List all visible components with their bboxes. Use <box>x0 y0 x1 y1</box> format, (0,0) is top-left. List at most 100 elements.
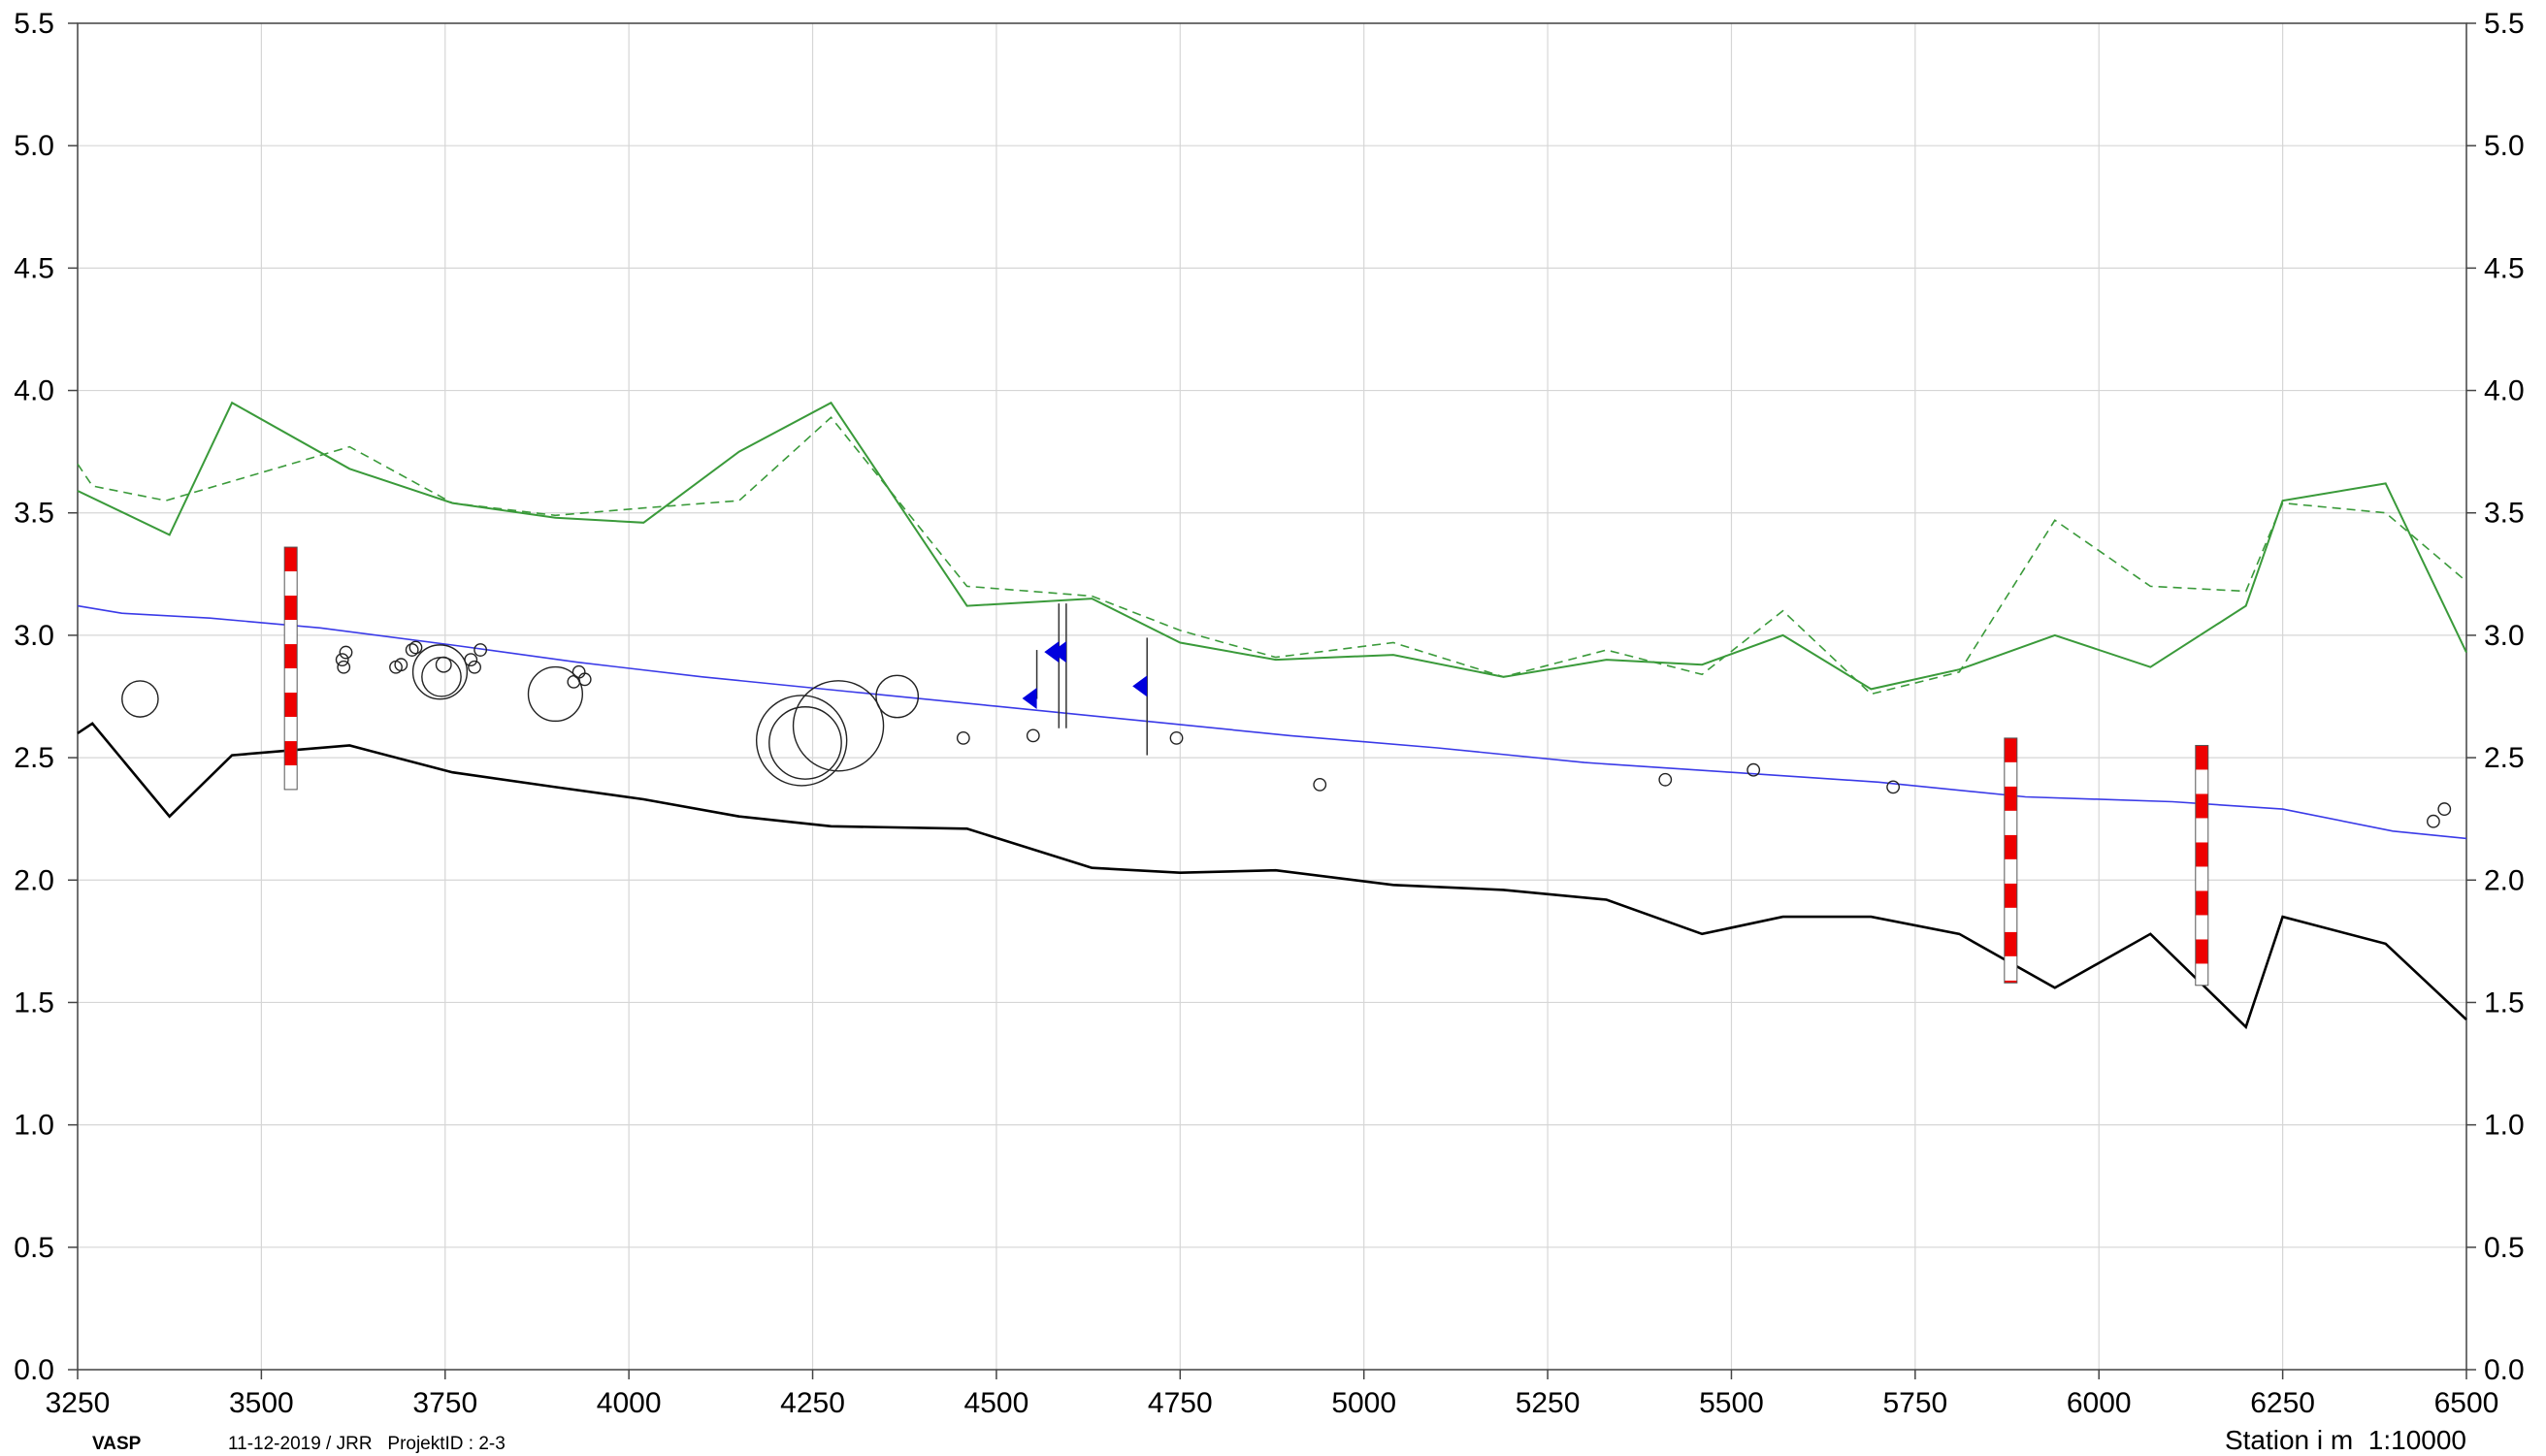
pole-outline <box>283 546 298 791</box>
survey-pole <box>2004 737 2018 984</box>
pole-segment <box>284 741 298 766</box>
pole-segment <box>2004 786 2017 811</box>
y-tick-label-left: 4.5 <box>14 252 54 284</box>
pole-segment <box>2004 834 2017 859</box>
y-tick-label-right: 2.0 <box>2484 864 2525 896</box>
pole-segment <box>2195 915 2208 940</box>
pole-segment <box>2195 818 2208 843</box>
scale-label: Station i m 1:10000 <box>2225 1425 2466 1455</box>
y-tick-label-right: 0.5 <box>2484 1232 2525 1264</box>
circle-marker <box>435 656 452 673</box>
y-tick-label-left: 0.0 <box>14 1354 54 1386</box>
pole-segment <box>284 668 298 694</box>
circle-marker <box>405 643 419 657</box>
x-tick-label: 5500 <box>1699 1387 1764 1419</box>
y-tick-label-left: 3.5 <box>14 498 54 530</box>
pole-segment <box>2195 939 2208 964</box>
pole-outline <box>2004 737 2018 984</box>
circle-marker <box>755 695 848 787</box>
x-tick-label: 3250 <box>46 1387 111 1419</box>
pole-segment <box>284 693 298 718</box>
y-tick-label-left: 3.0 <box>14 620 54 652</box>
circle-marker <box>1169 731 1184 745</box>
pole-segment <box>284 717 298 742</box>
pole-segment <box>2195 842 2208 867</box>
y-tick-label-right: 0.0 <box>2484 1354 2525 1386</box>
circle-marker <box>792 680 885 772</box>
flag-icon <box>1132 675 1148 697</box>
x-tick-label: 5000 <box>1331 1387 1396 1419</box>
survey-pole <box>2195 744 2209 987</box>
circle-marker <box>577 672 592 687</box>
pole-segment <box>2004 737 2017 762</box>
y-tick-label-right: 4.0 <box>2484 375 2525 407</box>
y-tick-label-right: 5.0 <box>2484 130 2525 162</box>
circle-marker <box>2437 802 2452 816</box>
y-tick-label-right: 3.5 <box>2484 498 2525 530</box>
series-line-green-dashed <box>77 416 2467 696</box>
flag-marker <box>1044 603 1061 728</box>
pole-segment <box>2004 931 2017 956</box>
y-tick-label-right: 1.5 <box>2484 987 2525 1019</box>
flag-marker <box>1132 637 1148 756</box>
series-line-black <box>77 722 2467 1030</box>
x-tick-label: 4000 <box>597 1387 662 1419</box>
plot-frame <box>77 22 2467 1371</box>
pole-outline <box>2195 744 2209 987</box>
pole-segment <box>2004 955 2017 981</box>
series-line-blue <box>77 604 2467 840</box>
y-tick-label-right: 3.0 <box>2484 620 2525 652</box>
pole-segment <box>284 620 298 645</box>
y-tick-label-right: 2.5 <box>2484 742 2525 774</box>
circle-marker <box>421 656 462 697</box>
circle-marker <box>335 653 349 667</box>
circle-marker <box>1026 728 1040 743</box>
circle-marker <box>464 653 478 667</box>
y-tick-label-right: 4.5 <box>2484 252 2525 284</box>
flag-marker <box>1051 603 1067 728</box>
circle-marker <box>1746 762 1761 777</box>
pole-segment <box>2004 883 2017 908</box>
circle-marker <box>337 660 351 674</box>
circle-marker <box>411 644 469 700</box>
flag-icon <box>1044 641 1060 663</box>
data-markers <box>121 546 2452 987</box>
y-tick-label-left: 1.0 <box>14 1110 54 1142</box>
circle-marker <box>875 674 920 719</box>
circle-marker <box>408 640 423 655</box>
circle-marker <box>339 645 353 660</box>
pole-segment <box>284 571 298 597</box>
x-tick-label: 5750 <box>1882 1387 1947 1419</box>
y-tick-label-right: 1.0 <box>2484 1110 2525 1142</box>
y-tick-label-left: 1.5 <box>14 987 54 1019</box>
x-tick-label: 4500 <box>964 1387 1029 1419</box>
circle-marker <box>2427 814 2440 828</box>
circle-marker <box>768 706 842 780</box>
circle-marker <box>1658 772 1673 787</box>
x-tick-label: 6000 <box>2067 1387 2132 1419</box>
y-tick-label-left: 2.5 <box>14 742 54 774</box>
x-tick-label: 3500 <box>229 1387 294 1419</box>
pole-segment <box>284 644 298 669</box>
y-tick-label-left: 5.5 <box>14 8 54 40</box>
pole-segment <box>2195 793 2208 819</box>
data-series <box>77 401 2467 1030</box>
circle-marker <box>1313 777 1327 792</box>
footer-brand: VASP <box>92 1434 142 1454</box>
x-tick-label: 4250 <box>780 1387 845 1419</box>
pole-segment <box>2004 761 2017 787</box>
pole-segment <box>284 547 298 572</box>
pole-segment <box>284 596 298 621</box>
pole-segment <box>2004 810 2017 835</box>
x-tick-label: 6500 <box>2434 1387 2499 1419</box>
x-tick-label: 3750 <box>412 1387 477 1419</box>
circle-marker <box>473 643 488 657</box>
circle-marker <box>1886 780 1901 794</box>
pole-segment <box>2195 866 2208 891</box>
survey-pole <box>283 546 298 791</box>
series-line-green-solid <box>77 401 2467 691</box>
pole-segment <box>2195 745 2208 770</box>
circle-marker <box>527 665 583 723</box>
pole-segment <box>2004 858 2017 884</box>
axis-ticks: 3250 3500 3750 4000 4250 4500 4750 5000 5250 5500… <box>14 8 2524 1419</box>
